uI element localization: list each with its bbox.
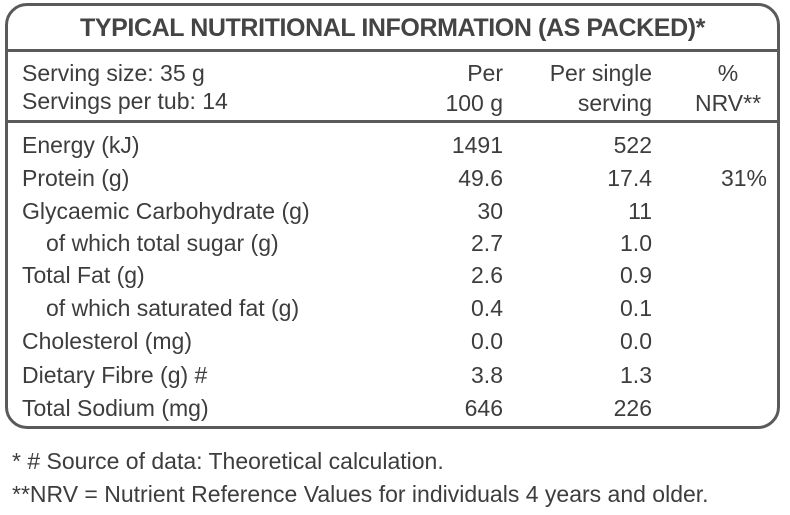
row-label-energy: Energy (kJ) — [22, 132, 140, 158]
row-label-protein: Protein (g) — [22, 165, 130, 191]
row-serving-sodium: 226 — [613, 395, 652, 421]
header-divider — [8, 120, 777, 123]
row-nrv-protein: 31% — [720, 165, 767, 191]
row-serving-energy: 522 — [613, 132, 652, 158]
row-label-carbohydrate: Glycaemic Carbohydrate (g) — [22, 198, 310, 224]
servings-per-tub: Servings per tub: 14 — [22, 88, 228, 114]
col-header-per100-line1: Per — [467, 60, 503, 86]
row-label-fibre: Dietary Fibre (g) # — [22, 362, 208, 388]
col-header-nrv-line2: NRV** — [694, 90, 762, 116]
col-header-per100-line2: 100 g — [445, 90, 503, 116]
footnote-source: * # Source of data: Theoretical calculat… — [12, 448, 444, 474]
row-serving-protein: 17.4 — [607, 165, 652, 191]
row-per100-sodium: 646 — [464, 395, 503, 421]
row-serving-saturated-fat: 0.1 — [620, 295, 652, 321]
row-label-sugar: of which total sugar (g) — [46, 230, 279, 256]
nutrition-panel: TYPICAL NUTRITIONAL INFORMATION (AS PACK… — [5, 3, 780, 429]
row-label-total-fat: Total Fat (g) — [22, 262, 145, 288]
row-per100-fibre: 3.8 — [471, 362, 503, 388]
row-per100-cholesterol: 0.0 — [471, 328, 503, 354]
row-serving-sugar: 1.0 — [620, 230, 652, 256]
row-per100-carbohydrate: 30 — [477, 198, 503, 224]
row-label-cholesterol: Cholesterol (mg) — [22, 328, 192, 354]
panel-title: TYPICAL NUTRITIONAL INFORMATION (AS PACK… — [80, 14, 705, 42]
row-label-sodium: Total Sodium (mg) — [22, 395, 209, 421]
row-per100-total-fat: 2.6 — [471, 262, 503, 288]
col-header-nrv-line1: % — [717, 60, 739, 86]
row-label-saturated-fat: of which saturated fat (g) — [46, 295, 300, 321]
row-serving-fibre: 1.3 — [620, 362, 652, 388]
footnote-nrv: **NRV = Nutrient Reference Values for in… — [12, 481, 709, 507]
col-header-serving-line2: serving — [577, 90, 652, 116]
row-serving-cholesterol: 0.0 — [620, 328, 652, 354]
row-per100-energy: 1491 — [451, 132, 503, 158]
row-per100-saturated-fat: 0.4 — [471, 295, 503, 321]
row-serving-total-fat: 0.9 — [620, 262, 652, 288]
row-serving-carbohydrate: 11 — [628, 198, 652, 224]
serving-size: Serving size: 35 g — [22, 60, 205, 86]
row-per100-protein: 49.6 — [458, 165, 503, 191]
col-header-serving-line1: Per single — [549, 60, 652, 86]
row-per100-sugar: 2.7 — [471, 230, 503, 256]
title-divider — [8, 49, 777, 52]
